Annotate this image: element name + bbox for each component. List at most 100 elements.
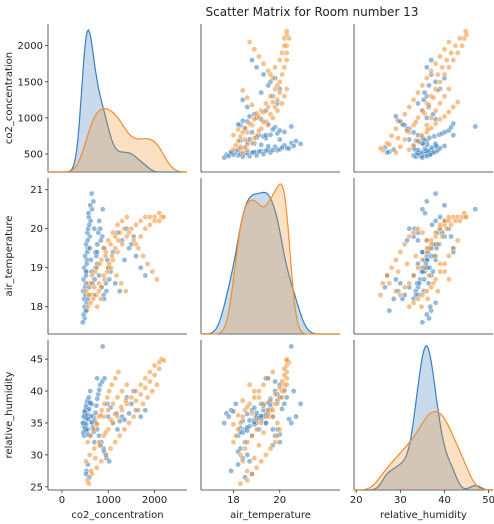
scatter-point-s1-p25 — [410, 97, 417, 103]
scatter-point-s1-p57 — [156, 365, 162, 372]
scatter-point-s0-p51 — [279, 144, 285, 151]
scatter-point-s0-p38 — [265, 82, 272, 89]
scatter-point-s1-p4 — [410, 272, 417, 279]
scatter-point-s0-p79 — [249, 149, 255, 156]
scatter-point-s0-p64 — [448, 233, 454, 240]
scatter-point-s1-p35 — [260, 381, 267, 388]
scatter-point-s0-p73 — [235, 121, 241, 128]
scatter-point-s1-p13 — [450, 57, 457, 63]
scatter-point-s1-p51 — [124, 381, 130, 388]
scatter-point-s0-p52 — [433, 143, 440, 150]
scatter-point-s1-p56 — [281, 42, 288, 49]
scatter-point-s1-p23 — [401, 111, 408, 117]
scatter-point-s0-p24 — [249, 129, 255, 136]
scatter-point-s1-p1 — [237, 452, 244, 458]
scatter-point-s1-p0 — [239, 149, 246, 156]
scatter-point-s1-p2 — [91, 445, 98, 452]
scatter-point-s1-p35 — [446, 253, 452, 259]
x-tick-label: 40 — [438, 495, 451, 506]
scatter-point-s1-p33 — [446, 39, 452, 45]
scatter-point-s1-p66 — [244, 404, 251, 410]
scatter-point-s1-p64 — [108, 416, 114, 423]
scatter-point-s0-p19 — [290, 143, 297, 149]
scatter-point-s1-p69 — [94, 421, 100, 428]
scatter-point-s0-p46 — [256, 148, 262, 155]
scatter-point-s1-p49 — [279, 394, 285, 401]
scatter-point-s0-p75 — [106, 276, 112, 283]
scatter-point-s1-p0 — [83, 288, 89, 294]
scatter-point-s1-p58 — [283, 28, 290, 35]
scatter-point-s1-p45 — [230, 146, 237, 153]
kde-fill-series-0 — [354, 346, 493, 490]
scatter-point-s0-p62 — [96, 386, 102, 393]
scatter-point-s1-p36 — [450, 245, 457, 251]
scatter-point-s0-p19 — [441, 143, 448, 149]
scatter-point-s1-p62 — [404, 260, 410, 267]
scatter-point-s0-p41 — [225, 413, 232, 420]
scatter-point-s0-p21 — [293, 138, 299, 144]
scatter-point-s0-p21 — [293, 413, 299, 420]
scatter-point-s1-p26 — [415, 89, 421, 96]
scatter-point-s1-p56 — [281, 372, 288, 378]
scatter-point-s0-p68 — [112, 280, 118, 287]
scatter-point-s1-p30 — [260, 400, 267, 407]
scatter-point-s1-p48 — [110, 400, 116, 407]
scatter-point-s1-p26 — [121, 426, 128, 433]
kde-fill-series-1 — [201, 184, 340, 334]
scatter-point-s1-p12 — [137, 381, 144, 388]
panel-co2_concentration-vs-co2_concentration — [47, 24, 188, 173]
panel-co2_concentration-vs-relative_humidity — [353, 24, 493, 173]
scatter-point-s1-p52 — [267, 397, 274, 404]
scatter-point-s1-p49 — [114, 394, 121, 401]
kde-fill-series-0 — [48, 30, 187, 172]
scatter-point-s1-p25 — [274, 432, 281, 439]
x-tick-label: 18 — [227, 495, 240, 506]
scatter-point-s1-p29 — [428, 68, 435, 74]
scatter-point-s1-p30 — [432, 60, 439, 67]
scatter-point-s1-p61 — [251, 135, 258, 141]
scatter-point-s1-p25 — [117, 432, 123, 439]
scatter-point-s1-p67 — [434, 87, 441, 94]
scatter-point-s1-p12 — [137, 218, 144, 224]
scatter-point-s1-p65 — [249, 410, 255, 417]
scatter-point-s1-p1 — [397, 292, 404, 298]
scatter-point-s1-p33 — [246, 381, 253, 388]
scatter-point-s1-p5 — [415, 264, 421, 271]
scatter-point-s1-p45 — [85, 439, 91, 445]
y-tick-label: 1000 — [18, 113, 43, 124]
scatter-point-s1-p2 — [242, 445, 248, 452]
scatter-point-s1-p57 — [457, 35, 463, 42]
kde-line-series-1 — [354, 410, 493, 491]
scatter-point-s1-p66 — [430, 280, 437, 287]
scatter-point-s0-p70 — [288, 123, 295, 130]
scatter-point-s1-p60 — [386, 280, 393, 287]
scatter-point-s1-p65 — [426, 272, 432, 279]
scatter-point-s1-p60 — [244, 141, 251, 148]
scatter-point-s1-p42 — [93, 292, 99, 298]
scatter-point-s0-p71 — [94, 249, 100, 255]
scatter-point-s1-p0 — [239, 458, 246, 465]
scatter-point-s1-p3 — [244, 439, 251, 445]
scatter-point-s1-p66 — [118, 404, 124, 410]
x-tick-label: 50 — [482, 495, 494, 506]
scatter-point-s1-p2 — [91, 284, 98, 291]
scatter-point-s0-p55 — [416, 280, 423, 287]
scatter-point-s1-p53 — [439, 64, 446, 71]
scatter-point-s1-p27 — [126, 229, 132, 236]
scatter-point-s0-p7 — [232, 400, 239, 407]
scatter-point-s1-p38 — [251, 394, 258, 401]
scatter-point-s1-p50 — [281, 93, 288, 99]
scatter-point-s1-p30 — [140, 400, 146, 407]
scatter-point-s0-p76 — [228, 468, 234, 474]
scatter-point-s0-p69 — [239, 97, 246, 103]
scatter-point-s1-p57 — [457, 218, 463, 224]
scatter-point-s1-p62 — [256, 442, 262, 449]
scatter-point-s1-p37 — [115, 369, 122, 375]
scatter-point-s1-p10 — [437, 79, 443, 85]
scatter-point-s1-p33 — [446, 276, 452, 283]
scatter-point-s1-p19 — [384, 272, 390, 279]
scatter-point-s1-p65 — [113, 410, 120, 417]
scatter-point-s1-p44 — [87, 299, 94, 306]
scatter-point-s1-p1 — [397, 143, 404, 150]
scatter-point-s1-p27 — [419, 229, 426, 236]
